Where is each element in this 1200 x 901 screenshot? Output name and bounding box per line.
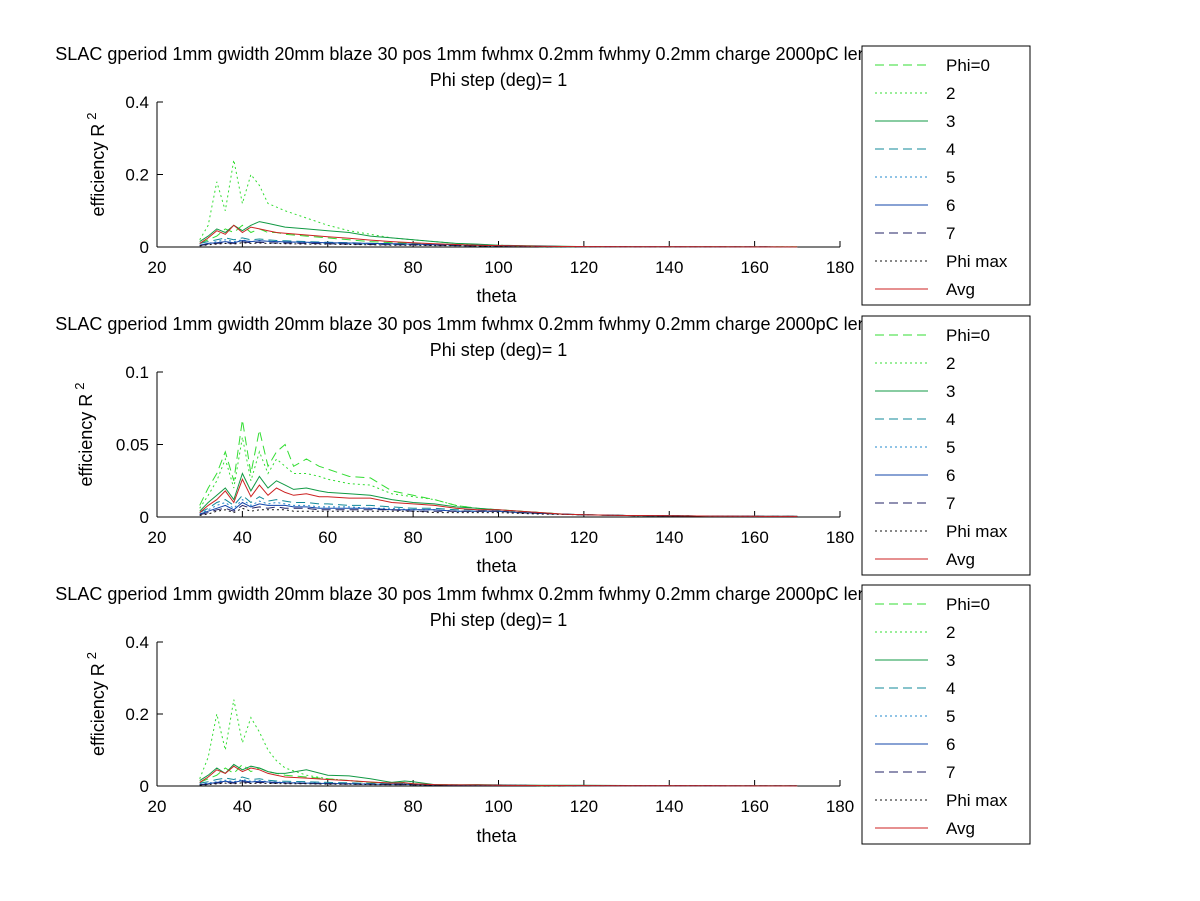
y-tick-label: 0.1	[125, 363, 149, 382]
x-tick-label: 100	[484, 797, 512, 816]
legend-entry: 3	[946, 651, 955, 670]
legend-entry: 5	[946, 168, 955, 187]
x-tick-label: 140	[655, 528, 683, 547]
x-tick-label: 100	[484, 258, 512, 277]
y-tick-label: 0	[140, 508, 149, 527]
legend-entry: 6	[946, 466, 955, 485]
legend-entry: Avg	[946, 819, 975, 838]
x-tick-label: 80	[404, 258, 423, 277]
chart-panel-3: SLAC gperiod 1mm gwidth 20mm blaze 30 po…	[55, 584, 1031, 846]
legend-entry: 6	[946, 196, 955, 215]
legend-entry: 4	[946, 140, 955, 159]
series-line-5	[199, 498, 798, 517]
legend-entry: Phi=0	[946, 595, 990, 614]
x-tick-label: 40	[233, 528, 252, 547]
chart-panel-1: SLAC gperiod 1mm gwidth 20mm blaze 30 po…	[55, 44, 1031, 306]
y-tick-label: 0.4	[125, 633, 149, 652]
y-tick-label: 0.2	[125, 166, 149, 185]
y-axis-label-text: efficiency R	[88, 124, 108, 217]
x-tick-label: 60	[318, 258, 337, 277]
x-tick-label: 120	[570, 528, 598, 547]
legend-entry: 7	[946, 224, 955, 243]
chart-panel-2: SLAC gperiod 1mm gwidth 20mm blaze 30 po…	[55, 314, 1031, 576]
y-axis-label-superscript: 2	[84, 652, 99, 659]
x-axis-label: theta	[476, 556, 517, 576]
chart-subtitle: Phi step (deg)= 1	[430, 70, 568, 90]
x-tick-label: 180	[826, 528, 854, 547]
legend-entry: 5	[946, 707, 955, 726]
y-axis-label-superscript: 2	[72, 383, 87, 390]
y-axis-label: efficiency R 2	[84, 652, 108, 756]
x-tick-label: 140	[655, 258, 683, 277]
x-tick-label: 160	[740, 258, 768, 277]
legend-entry: Avg	[946, 550, 975, 569]
x-tick-label: 20	[148, 258, 167, 277]
series-line-9	[199, 478, 798, 517]
x-tick-label: 140	[655, 797, 683, 816]
x-tick-label: 160	[740, 797, 768, 816]
legend-entry: Phi=0	[946, 326, 990, 345]
x-tick-label: 80	[404, 797, 423, 816]
legend-entry: Phi max	[946, 522, 1008, 541]
legend-entry: Phi=0	[946, 56, 990, 75]
legend-box	[861, 584, 1031, 845]
series-line-8	[199, 507, 798, 517]
legend-entry: Phi max	[946, 791, 1008, 810]
legend-entry: 2	[946, 354, 955, 373]
x-tick-label: 180	[826, 797, 854, 816]
legend-entry: 4	[946, 410, 955, 429]
legend-entry: Phi max	[946, 252, 1008, 271]
y-tick-label: 0	[140, 238, 149, 257]
y-tick-label: 0	[140, 777, 149, 796]
legend-entry: 3	[946, 382, 955, 401]
legend-box	[861, 315, 1031, 576]
x-tick-label: 160	[740, 528, 768, 547]
y-axis-label: efficiency R 2	[84, 113, 108, 217]
legend-entry: Avg	[946, 280, 975, 299]
legend-entry: 3	[946, 112, 955, 131]
x-axis-label: theta	[476, 286, 517, 306]
series-line-1	[199, 224, 798, 248]
chart-subtitle: Phi step (deg)= 1	[430, 340, 568, 360]
x-tick-label: 60	[318, 797, 337, 816]
series-line-9	[199, 765, 798, 787]
legend: Phi=0 2 3 4 5 6 7 Phi max Avg	[861, 45, 1031, 306]
x-tick-label: 80	[404, 528, 423, 547]
y-axis-label-text: efficiency R	[88, 663, 108, 756]
legend-entry: 6	[946, 735, 955, 754]
legend-entry: 5	[946, 438, 955, 457]
x-tick-label: 40	[233, 258, 252, 277]
legend-entry: 2	[946, 84, 955, 103]
legend-entry: 2	[946, 623, 955, 642]
x-tick-label: 180	[826, 258, 854, 277]
legend: Phi=0 2 3 4 5 6 7 Phi max Avg	[861, 584, 1031, 845]
chart-title: SLAC gperiod 1mm gwidth 20mm blaze 30 po…	[55, 44, 941, 64]
y-tick-label: 0.05	[116, 436, 149, 455]
y-tick-label: 0.4	[125, 93, 149, 112]
legend-box	[861, 45, 1031, 306]
chart-title: SLAC gperiod 1mm gwidth 20mm blaze 30 po…	[55, 314, 941, 334]
y-axis-label-superscript: 2	[84, 113, 99, 120]
x-tick-label: 120	[570, 258, 598, 277]
x-tick-label: 40	[233, 797, 252, 816]
legend-entry: 4	[946, 679, 955, 698]
y-tick-label: 0.2	[125, 705, 149, 724]
series-line-9	[199, 224, 798, 248]
x-tick-label: 100	[484, 528, 512, 547]
legend-entry: 7	[946, 763, 955, 782]
y-axis-label-text: efficiency R	[76, 394, 96, 487]
chart-subtitle: Phi step (deg)= 1	[430, 610, 568, 630]
x-axis-label: theta	[476, 826, 517, 846]
x-tick-label: 20	[148, 528, 167, 547]
x-tick-label: 60	[318, 528, 337, 547]
chart-title: SLAC gperiod 1mm gwidth 20mm blaze 30 po…	[55, 584, 941, 604]
x-tick-label: 20	[148, 797, 167, 816]
series-line-8	[199, 782, 798, 787]
legend-entry: 7	[946, 494, 955, 513]
y-axis-label: efficiency R 2	[72, 383, 96, 487]
legend: Phi=0 2 3 4 5 6 7 Phi max Avg	[861, 315, 1031, 576]
x-tick-label: 120	[570, 797, 598, 816]
